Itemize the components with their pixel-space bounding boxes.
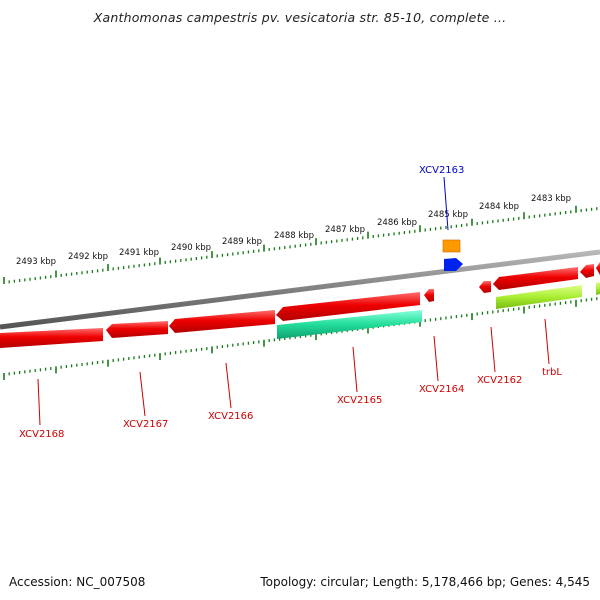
gene-label[interactable]: XCV2168 <box>19 429 64 440</box>
gene-xcv2168[interactable] <box>0 328 103 348</box>
gene-label[interactable]: XCV2162 <box>477 375 522 386</box>
scale-label: 2491 kbp <box>119 248 159 258</box>
gene-label[interactable]: XCV2166 <box>208 411 253 422</box>
gene-leader-line <box>225 362 232 409</box>
gene-label[interactable]: trbL <box>542 367 562 378</box>
gene-xcv2167[interactable] <box>106 321 168 338</box>
reverse-strand-features <box>0 262 600 348</box>
gene-xcv2162-small[interactable] <box>479 281 491 293</box>
gene-trbl-orf[interactable] <box>496 285 582 309</box>
scale-label: 2487 kbp <box>325 225 365 235</box>
scale-label: 2489 kbp <box>222 237 262 247</box>
upper-scale-ticks <box>3 205 598 284</box>
gene-leader-line <box>352 346 358 393</box>
scale-label: 2493 kbp <box>16 257 56 267</box>
gene-xcv2160[interactable] <box>596 262 600 275</box>
gene-leader-line <box>443 176 449 231</box>
scale-labels: 2493 kbp 2492 kbp 2491 kbp 2490 kbp 2489 kbp… <box>16 194 571 267</box>
scale-label: 2486 kbp <box>377 218 417 228</box>
gene-leader-line <box>433 335 439 382</box>
gene-label[interactable]: XCV2164 <box>419 384 464 395</box>
gene-xcv2164[interactable] <box>424 289 434 302</box>
scale-label: 2488 kbp <box>274 231 314 241</box>
accession-label: Accession: NC_007508 <box>9 575 146 589</box>
map-title: Xanthomonas campestris pv. vesicatoria s… <box>93 10 507 25</box>
scale-label: 2485 kbp <box>428 210 468 220</box>
gene-leader-line <box>139 371 146 417</box>
scale-label: 2490 kbp <box>171 243 211 253</box>
scale-label: 2484 kbp <box>479 202 519 212</box>
gene-xcv2166[interactable] <box>169 310 275 333</box>
gene-xcv2165[interactable] <box>276 292 420 321</box>
gene-label[interactable]: XCV2165 <box>337 395 382 406</box>
gene-orf-edge[interactable] <box>596 282 600 295</box>
scale-label: 2483 kbp <box>531 194 571 204</box>
gene-xcv2163[interactable] <box>444 258 463 271</box>
genome-summary: Topology: circular; Length: 5,178,466 bp… <box>260 575 590 589</box>
gene-labels: XCV2163 XCV2168 XCV2167 XCV2166 XCV2165 XCV21… <box>19 165 562 440</box>
gene-label[interactable]: XCV2167 <box>123 419 168 430</box>
gene-xcv2163-orange[interactable] <box>442 239 461 253</box>
gene-leader-line <box>544 318 550 365</box>
gene-leader-line <box>37 378 41 426</box>
genome-backbone <box>0 249 600 330</box>
gene-leader-line <box>490 326 496 373</box>
gene-xcv2165-orf[interactable] <box>277 310 422 339</box>
gene-label[interactable]: XCV2163 <box>419 165 464 176</box>
scale-label: 2492 kbp <box>68 252 108 262</box>
gene-xcv2162[interactable] <box>493 267 578 290</box>
gene-xcv2161[interactable] <box>580 264 594 278</box>
